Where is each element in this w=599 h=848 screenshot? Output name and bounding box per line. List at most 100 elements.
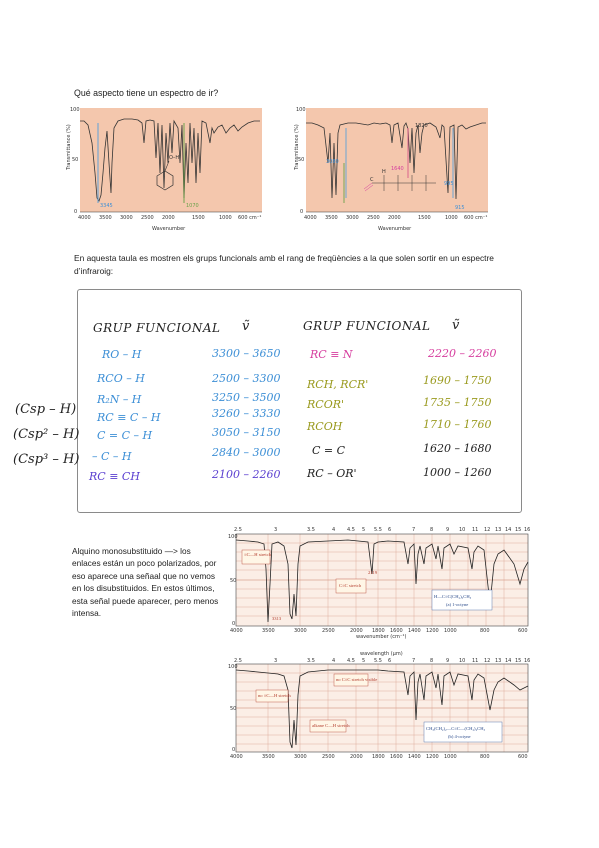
spec1-ytick: 100 xyxy=(70,107,80,113)
spec2-ytick: 50 xyxy=(298,157,304,163)
table-row-group: RO – H xyxy=(102,348,142,361)
intro-paragraph: En aquesta taula es mostren els grups fu… xyxy=(74,253,494,276)
spec1-peak-label: 1070 xyxy=(186,203,199,209)
spec2-peak-label: 915 xyxy=(455,205,465,211)
svg-text:8: 8 xyxy=(430,658,433,664)
spec1-ylabel: Transmittance (%) xyxy=(66,124,72,171)
svg-text:3000: 3000 xyxy=(294,754,307,760)
svg-text:1800: 1800 xyxy=(372,628,385,634)
svg-text:H: H xyxy=(382,169,386,175)
spec2-xlabel: Wavenumber xyxy=(378,226,412,232)
svg-text:4.5: 4.5 xyxy=(347,658,355,664)
spec3-annot: 3313 xyxy=(272,616,282,621)
svg-text:5.5: 5.5 xyxy=(374,527,382,533)
spec2-xtick: 600 cm⁻¹ xyxy=(464,215,487,221)
spec2-xtick: 1500 xyxy=(418,215,431,221)
svg-text:12: 12 xyxy=(484,658,490,664)
svg-text:14: 14 xyxy=(505,658,511,664)
alkyne-explanation: Alquino monosubstituido —> los enlaces e… xyxy=(72,546,219,619)
svg-text:10: 10 xyxy=(459,658,465,664)
table-row-group: R₂N – H xyxy=(97,393,142,406)
svg-text:1200: 1200 xyxy=(426,754,439,760)
svg-text:5.5: 5.5 xyxy=(374,658,382,664)
page-heading: Qué aspecto tiene un espectro de ir? xyxy=(74,88,219,98)
spec4-annot: no C≡C stretch visible xyxy=(336,677,377,682)
spec1-xtick: 1500 xyxy=(192,215,205,221)
svg-text:4: 4 xyxy=(332,658,335,664)
spec2-peak-label: 995 xyxy=(444,181,454,187)
side-label-csp2: (Csp² – H) xyxy=(13,427,80,442)
svg-text:5: 5 xyxy=(362,527,365,533)
side-label-csp3: (Csp³ – H) xyxy=(13,452,80,467)
svg-text:1800: 1800 xyxy=(372,754,385,760)
table-row-group: RCH, RCR' xyxy=(307,378,369,391)
svg-text:3500: 3500 xyxy=(262,754,275,760)
spec2-peak-label: 3080 xyxy=(326,159,339,165)
svg-text:1000: 1000 xyxy=(444,628,457,634)
table-row-range: 2840 – 3000 xyxy=(212,446,281,459)
svg-text:4.5: 4.5 xyxy=(347,527,355,533)
svg-text:13: 13 xyxy=(495,527,501,533)
svg-text:8: 8 xyxy=(430,527,433,533)
table-header-group-2: GRUP FUNCIONAL xyxy=(303,319,431,333)
svg-text:10: 10 xyxy=(459,527,465,533)
table-header-group-1: GRUP FUNCIONAL xyxy=(93,321,221,335)
svg-text:1000: 1000 xyxy=(444,754,457,760)
functional-group-table xyxy=(77,289,522,513)
svg-text:3: 3 xyxy=(274,527,277,533)
svg-text:0: 0 xyxy=(232,621,235,627)
table-row-range: 2220 – 2260 xyxy=(428,347,497,360)
spec3-annot: C≡C stretch xyxy=(339,583,362,588)
svg-text:5: 5 xyxy=(362,658,365,664)
table-row-range: 3260 – 3330 xyxy=(212,407,281,420)
table-row-range: 1620 – 1680 xyxy=(423,442,492,455)
svg-text:14: 14 xyxy=(505,527,511,533)
table-row-group: RCOH xyxy=(307,420,343,433)
spec1-xlabel: Wavenumber xyxy=(152,226,186,232)
spec3-annot: 2119 xyxy=(368,570,378,575)
svg-text:50: 50 xyxy=(230,578,236,584)
svg-text:11: 11 xyxy=(472,658,478,664)
svg-text:800: 800 xyxy=(480,628,490,634)
table-row-range: 3300 – 3650 xyxy=(212,347,281,360)
table-row-range: 1000 – 1260 xyxy=(423,466,492,479)
svg-text:2.5: 2.5 xyxy=(234,527,242,533)
grid xyxy=(236,664,528,752)
spec2-ytick: 0 xyxy=(300,209,303,215)
svg-text:O–H: O–H xyxy=(169,155,179,161)
svg-text:11: 11 xyxy=(472,527,478,533)
table-row-group: C = C xyxy=(312,444,346,457)
svg-text:13: 13 xyxy=(495,658,501,664)
spec2-peak-label: 1820 xyxy=(415,123,428,129)
spec1-xtick: 4000 xyxy=(78,215,91,221)
svg-text:6: 6 xyxy=(388,658,391,664)
svg-text:2500: 2500 xyxy=(322,754,335,760)
spec2-ytick: 100 xyxy=(296,107,306,113)
spec1-ytick: 0 xyxy=(74,209,77,215)
spec1-xtick: 600 cm⁻¹ xyxy=(238,215,261,221)
spec1-xtick: 3000 xyxy=(120,215,133,221)
spec4-legend-sub: (b) 4-octyne xyxy=(448,734,471,739)
cyclohexanol-structure: O–H xyxy=(156,155,179,191)
spec2-xtick: 2500 xyxy=(367,215,380,221)
table-row-range: 1710 – 1760 xyxy=(423,418,492,431)
table-row-group: C = C – H xyxy=(97,429,153,442)
svg-text:15: 15 xyxy=(515,658,521,664)
table-row-range: 1735 – 1750 xyxy=(423,396,492,409)
svg-text:100: 100 xyxy=(228,534,238,540)
spec2-peak-label: 1640 xyxy=(391,166,404,172)
svg-text:C: C xyxy=(370,177,374,183)
svg-text:1200: 1200 xyxy=(426,628,439,634)
spec3-legend-title: H—C≡C(CH₂)₅CH₃ xyxy=(434,594,472,599)
spec4-annot: no ≡C—H stretch xyxy=(258,693,291,698)
svg-text:16: 16 xyxy=(524,527,530,533)
svg-text:4000: 4000 xyxy=(230,628,243,634)
table-row-range: 2100 – 2260 xyxy=(212,468,281,481)
table-row-range: 3050 – 3150 xyxy=(212,426,281,439)
svg-text:1600: 1600 xyxy=(390,754,403,760)
table-row-group: RC ≡ CH xyxy=(89,470,140,483)
svg-text:600: 600 xyxy=(518,628,528,634)
svg-text:4: 4 xyxy=(332,527,335,533)
svg-text:1600: 1600 xyxy=(390,628,403,634)
svg-text:1400: 1400 xyxy=(408,628,421,634)
